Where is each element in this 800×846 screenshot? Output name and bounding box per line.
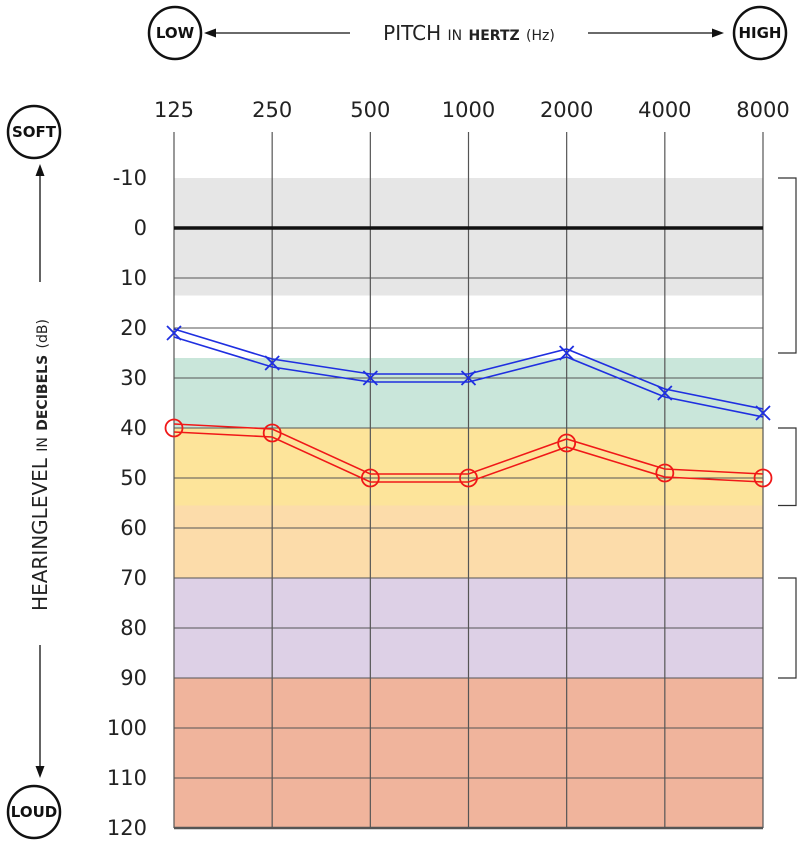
x-axis-title-in: IN [448, 28, 463, 44]
x-tick-label-1: 250 [252, 98, 292, 122]
series-0-point-5 [657, 385, 673, 401]
x-tick-label-3: 1000 [442, 98, 495, 122]
x-marker-stroke-b [362, 370, 378, 386]
x-marker-stroke-b [755, 405, 771, 421]
y-tick-label-12: 110 [107, 766, 147, 790]
bracket-2 [778, 577, 797, 679]
tick-labels: 125 250 500 1000 2000 4000 8000 -10 0 10 20 30 40 50 6… [107, 98, 790, 840]
y-tick-label-6: 50 [120, 466, 147, 490]
y-axis-title: HEARINGLEVEL IN DECIBELS (dB) [28, 319, 52, 611]
y-tick-label-0: -10 [113, 166, 147, 190]
x-axis-arrowhead-left [204, 28, 216, 38]
series-0-point-0 [166, 325, 182, 341]
y-tick-label-2: 10 [120, 266, 147, 290]
bracket-0 [778, 177, 797, 354]
y-tick-label-8: 70 [120, 566, 147, 590]
x-tick-label-4: 2000 [540, 98, 593, 122]
series-0-point-4 [559, 345, 575, 361]
series-1-point-3 [459, 468, 478, 488]
series-1-line-1 [173, 431, 764, 483]
bracket-1 [778, 427, 797, 507]
series-1-point-0 [164, 418, 184, 438]
series-0-line-1 [173, 336, 764, 418]
y-axis-arrowhead-down [35, 766, 45, 778]
series-0-point-2 [362, 370, 378, 386]
x-marker-stroke-b [264, 355, 280, 371]
x-axis-title: PITCH IN HERTZ (Hz) [383, 21, 555, 45]
series-1-point-2 [360, 468, 380, 488]
series-1-line-0 [173, 423, 764, 475]
high-badge [732, 5, 788, 61]
soft-badge [6, 104, 62, 160]
y-axis-arrowhead-up [35, 164, 45, 176]
x-axis-title-unit: (Hz) [526, 28, 555, 44]
series-0-line-0 [173, 328, 764, 410]
x-marker-stroke-b [460, 370, 477, 386]
y-tick-label-13: 120 [107, 816, 147, 840]
loud-badge [6, 784, 62, 840]
y-axis-title-unit: (dB) [35, 319, 51, 348]
x-axis-arrowhead-right [712, 28, 724, 38]
series-1-point-1 [262, 423, 282, 443]
low-badge-label: LOW [156, 24, 195, 42]
x-tick-label-0: 125 [154, 98, 194, 122]
soft-badge-label: SOFT [12, 123, 57, 141]
high-badge-label: HIGH [738, 24, 781, 42]
y-tick-label-1: 0 [134, 216, 147, 240]
y-tick-label-7: 60 [120, 516, 147, 540]
x-tick-label-2: 500 [350, 98, 390, 122]
low-badge [147, 5, 203, 61]
loud-badge-label: LOUD [11, 803, 57, 821]
y-tick-label-5: 40 [120, 416, 147, 440]
x-tick-label-6: 8000 [736, 98, 789, 122]
series-layer [164, 325, 773, 488]
series-1-point-6 [753, 468, 773, 488]
series-0-point-1 [264, 355, 280, 371]
x-axis-title-main: PITCH [383, 21, 441, 45]
series-1-point-4 [557, 433, 577, 453]
y-axis-title-unit-name: DECIBELS [35, 355, 51, 431]
y-axis-title-in: IN [35, 437, 51, 452]
range-brackets [778, 177, 797, 679]
y-tick-label-9: 80 [120, 616, 147, 640]
series-1-point-5 [655, 463, 675, 483]
x-marker-stroke-b [657, 385, 673, 401]
series-0-point-6 [755, 405, 771, 421]
x-axis-header: LOW HIGH PITCH IN HERTZ (Hz) [147, 5, 788, 61]
x-marker-stroke-b [559, 345, 575, 361]
x-tick-label-5: 4000 [638, 98, 691, 122]
y-tick-label-3: 20 [120, 316, 147, 340]
y-axis-title-main: HEARINGLEVEL [28, 457, 52, 611]
y-tick-label-4: 30 [120, 366, 147, 390]
y-tick-label-10: 90 [120, 666, 147, 690]
series-0-point-3 [460, 370, 477, 386]
chart-grid [173, 132, 764, 830]
y-axis-header: SOFT LOUD HEARINGLEVEL IN DECIBELS (dB) [6, 104, 62, 840]
y-tick-label-11: 100 [107, 716, 147, 740]
x-marker-stroke-b [166, 325, 182, 341]
x-axis-title-unit-name: HERTZ [469, 28, 520, 44]
